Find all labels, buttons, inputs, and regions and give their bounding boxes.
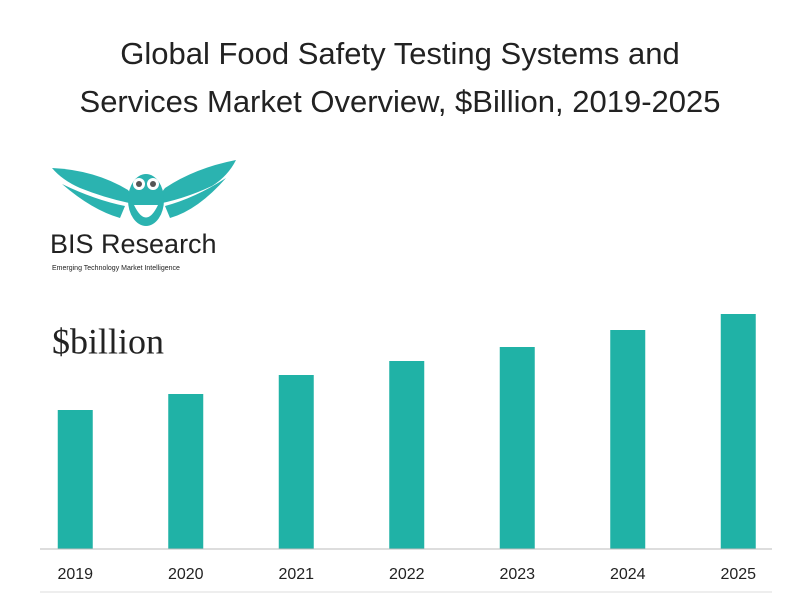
x-tick-label: 2020 [168,566,204,583]
logo-tagline: Emerging Technology Market Intelligence [52,265,180,272]
bar [57,410,93,549]
bar [389,361,425,549]
x-tick-label: 2021 [278,566,314,583]
x-tick-label: 2024 [610,566,646,583]
bar [610,330,646,549]
x-tick-label: 2023 [499,566,535,583]
logo-name: BIS Research [50,229,217,259]
bar [499,347,535,549]
bar [168,394,204,549]
logo-owl [52,160,236,226]
x-tick-label: 2022 [389,566,425,583]
chart-title: Global Food Safety Testing Systems and [120,36,679,71]
bar [278,375,314,549]
x-tick-label: 2019 [57,566,93,583]
chart-title: Services Market Overview, $Billion, 2019… [80,84,721,119]
bar [720,314,756,549]
x-tick-label: 2025 [720,566,756,583]
y-axis-label: $billion [52,321,164,361]
